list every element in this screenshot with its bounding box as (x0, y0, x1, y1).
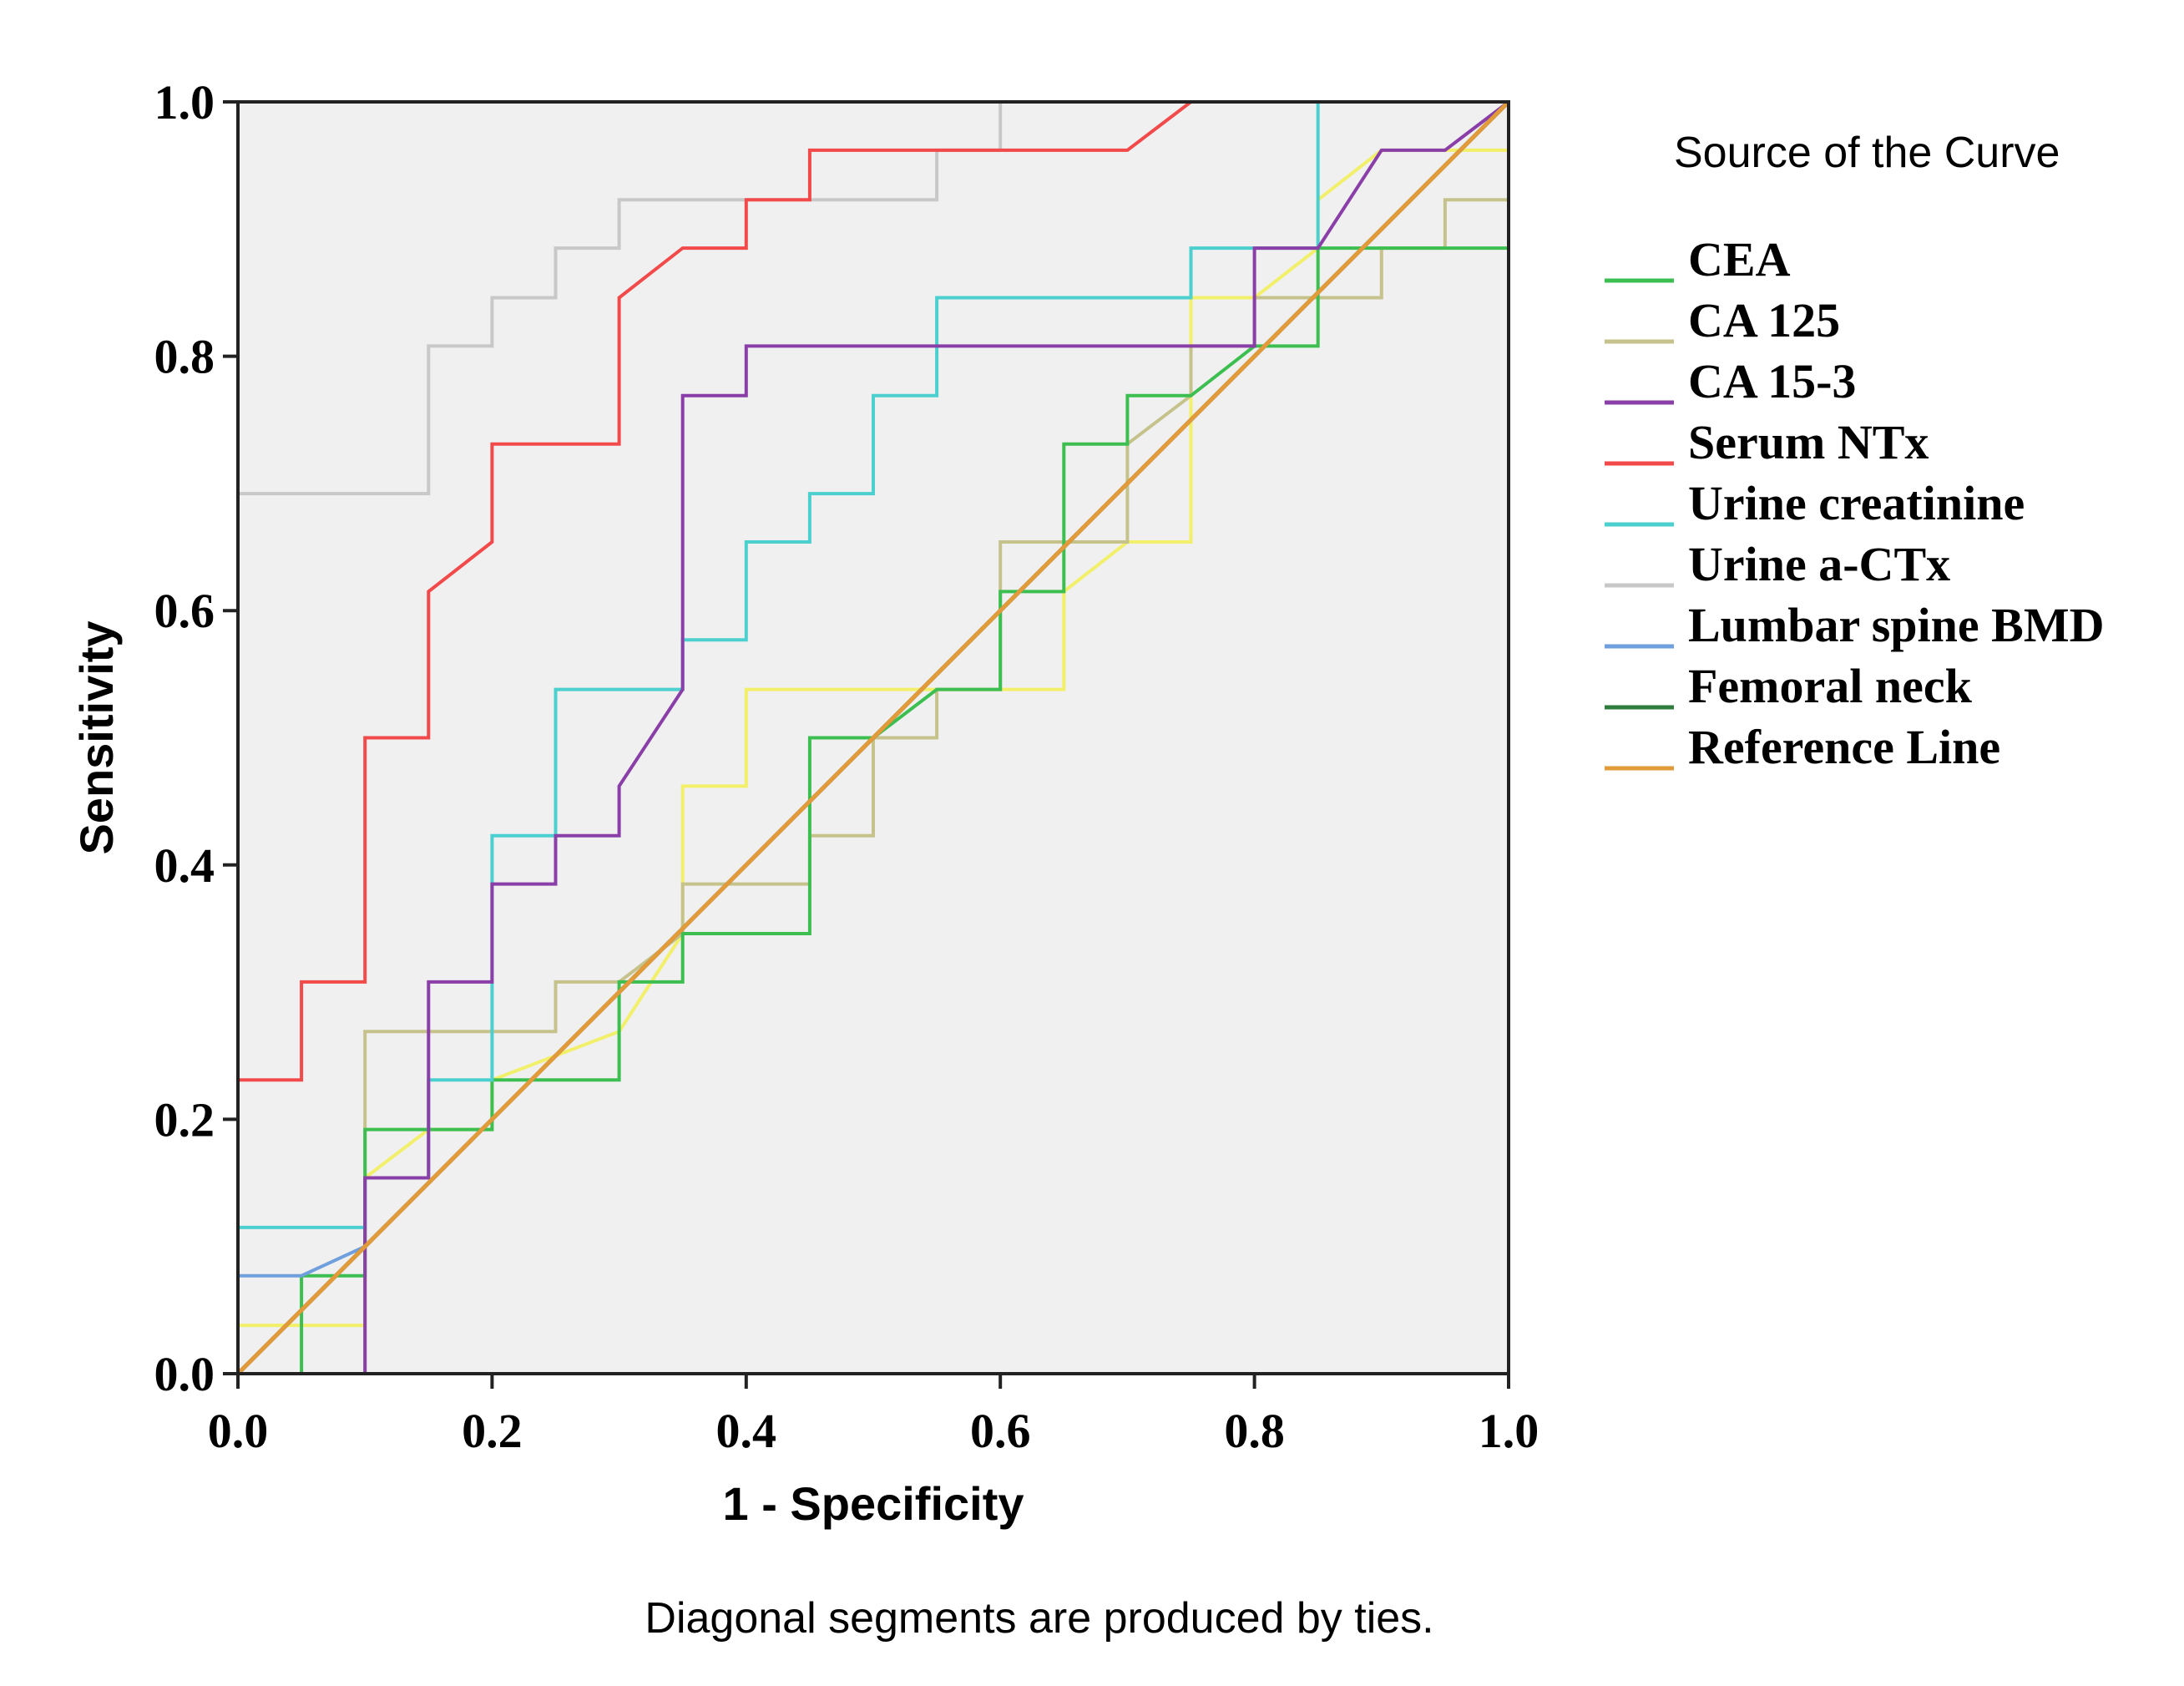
series-line-reference-line (236, 100, 1510, 1375)
legend: CEA CA 125 CA 15-3 Serum NTx Urine creatinin… (1605, 232, 2104, 774)
legend-label: Femoral neck (1688, 659, 1973, 713)
legend-label: Urine a-CTx (1688, 537, 1950, 591)
legend-title: Source of the Curve (1674, 129, 2060, 177)
x-tick-label: 0.0 (208, 1404, 269, 1458)
y-tick-label: 0.6 (154, 584, 215, 638)
legend-label: Serum NTx (1688, 415, 1929, 469)
series-line-serum-ntx (236, 100, 1509, 1374)
footnote: Diagonal segments are produced by ties. (645, 1594, 1433, 1643)
y-tick-label: 0.8 (154, 330, 215, 384)
y-axis: 0.0 0.2 0.4 0.6 0.8 1.0 (154, 75, 238, 1401)
legend-label: CA 15-3 (1688, 354, 1856, 408)
plot-border (236, 100, 1510, 1375)
y-tick-label: 0.2 (154, 1092, 215, 1147)
x-tick-label: 0.6 (970, 1404, 1031, 1458)
x-tick-label: 0.8 (1224, 1404, 1285, 1458)
y-tick-label: 0.4 (154, 838, 215, 893)
x-axis: 0.0 0.2 0.4 0.6 0.8 1.0 (208, 1374, 1539, 1458)
legend-label: CEA (1688, 232, 1791, 286)
x-tick-label: 1.0 (1479, 1404, 1539, 1458)
y-tick-label: 0.0 (154, 1347, 215, 1401)
x-tick-label: 0.4 (716, 1404, 777, 1458)
y-tick-label: 1.0 (154, 75, 215, 129)
x-axis-title: 1 - Specificity (722, 1477, 1024, 1530)
y-axis-title: Sensitivity (70, 620, 123, 854)
series-line-cea (238, 102, 1510, 1375)
legend-label: Urine creatinine (1688, 476, 2025, 530)
legend-label: Lumbar spine BMD (1688, 598, 2104, 652)
series-layer (236, 100, 1510, 1375)
legend-label: CA 125 (1688, 293, 1840, 347)
x-tick-label: 0.2 (462, 1404, 523, 1458)
series-line-ca-15-3 (238, 100, 1510, 1375)
legend-label: Reference Line (1688, 720, 2000, 774)
